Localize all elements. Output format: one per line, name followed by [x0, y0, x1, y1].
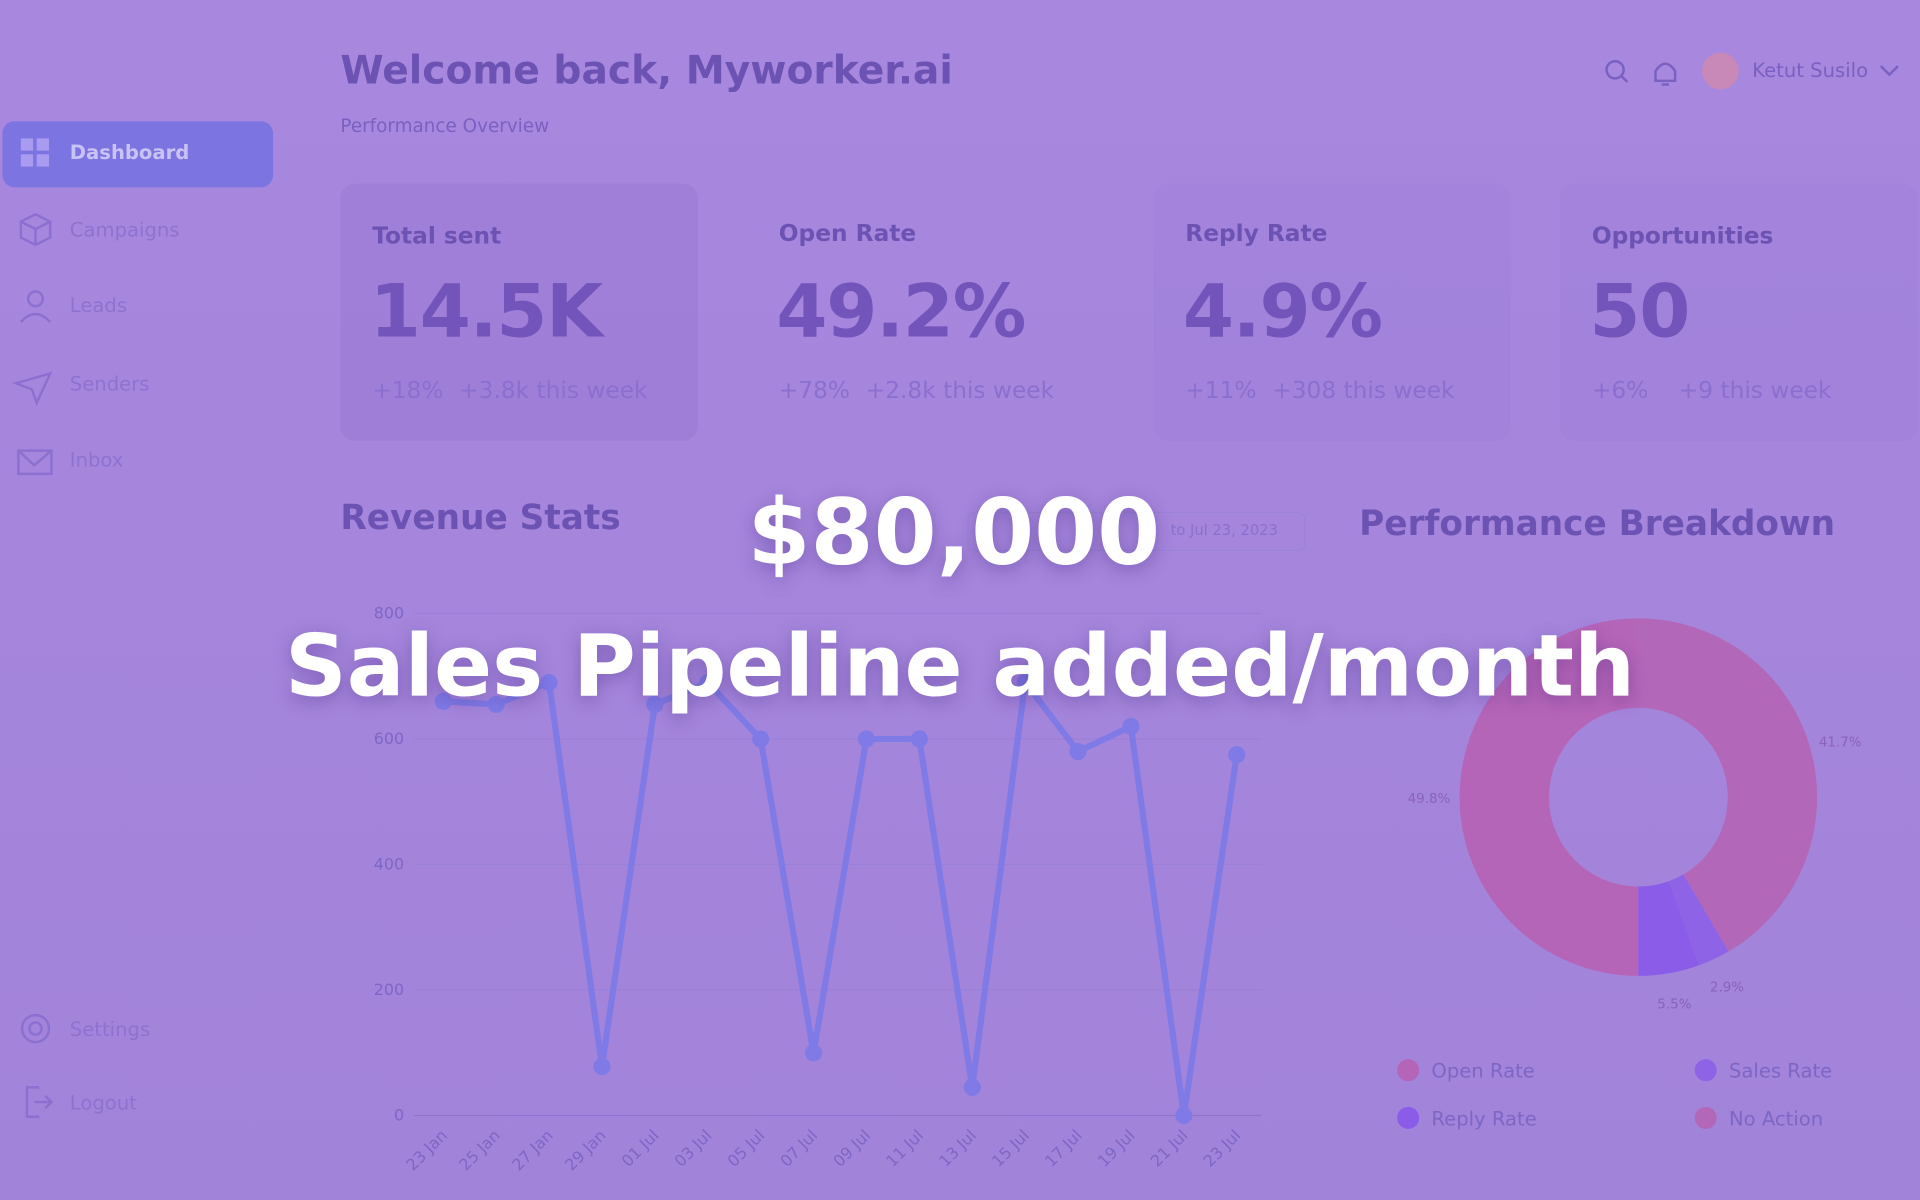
x-tick-label: 15 Jul — [988, 1126, 1033, 1171]
stat-change: +11% — [1185, 377, 1257, 405]
data-point — [540, 673, 558, 692]
stat-label: Total sent — [372, 222, 502, 250]
x-tick-label: 17 Jul — [1041, 1126, 1086, 1171]
donut-slice — [1638, 881, 1699, 976]
date-range-picker[interactable] — [967, 511, 1306, 552]
chart-title: Revenue Stats — [340, 497, 621, 538]
x-tick-label: 27 Jan — [508, 1126, 557, 1175]
x-tick-label: 05 Jul — [723, 1126, 768, 1171]
data-point — [910, 730, 928, 748]
user-menu-chevron[interactable] — [1878, 64, 1900, 79]
nav-icons — [12, 138, 54, 1118]
legend-label[interactable]: No Action — [1729, 1107, 1823, 1130]
y-tick-label: 600 — [374, 729, 404, 748]
data-point — [1069, 742, 1087, 761]
stat-weekly: +9 this week — [1678, 377, 1832, 405]
nav-item[interactable]: Dashboard — [69, 140, 190, 165]
y-tick-label: 400 — [374, 854, 404, 873]
y-tick-label: 800 — [374, 603, 404, 622]
legend-swatch[interactable] — [1397, 1059, 1420, 1082]
user-name[interactable]: Ketut Susilo — [1752, 58, 1869, 83]
x-tick-label: 07 Jul — [776, 1126, 821, 1171]
data-point — [857, 730, 876, 748]
legend-label[interactable]: Sales Rate — [1729, 1060, 1832, 1083]
nav-item[interactable]: Logout — [69, 1091, 137, 1115]
x-tick-label: 13 Jul — [935, 1126, 980, 1171]
data-point — [963, 1078, 981, 1096]
page-subtitle: Performance Overview — [340, 115, 550, 138]
data-point — [487, 695, 505, 714]
data-point — [1122, 717, 1140, 735]
slice-label: 2.9% — [1710, 981, 1744, 996]
slice-label: 49.8% — [1408, 792, 1451, 807]
x-tick-label: 29 Jan — [561, 1126, 610, 1175]
data-point — [1016, 673, 1034, 692]
overlay-headline: $80,000 — [747, 480, 1161, 586]
legend-swatch[interactable] — [1694, 1106, 1717, 1129]
x-tick-label: 21 Jul — [1147, 1126, 1192, 1171]
x-tick-label: 09 Jul — [829, 1126, 874, 1171]
nav-item[interactable]: Senders — [69, 372, 150, 396]
active-nav-bg[interactable] — [2, 121, 274, 188]
stat-weekly: +3.8k this week — [459, 377, 648, 405]
stat-weekly: +2.8k this week — [865, 377, 1055, 405]
stat-label: Reply Rate — [1185, 220, 1328, 248]
stat-label: Opportunities — [1591, 222, 1774, 250]
stat-weekly: +308 this week — [1272, 377, 1455, 405]
x-tick-label: 11 Jul — [882, 1126, 927, 1171]
data-point — [752, 730, 770, 748]
stat-value: 50 — [1589, 269, 1690, 356]
stat-card — [1153, 183, 1512, 441]
nav-item[interactable]: Campaigns — [69, 217, 180, 242]
stat-change: +18% — [372, 377, 444, 405]
donut-slice — [1459, 618, 1639, 976]
data-point — [434, 692, 452, 710]
stat-change: +6% — [1591, 377, 1649, 405]
data-point — [699, 673, 717, 692]
x-tick-label: 23 Jul — [1200, 1126, 1245, 1171]
y-tick-label: 200 — [374, 980, 404, 999]
x-tick-label: 03 Jul — [671, 1126, 716, 1171]
donut-slice — [1636, 618, 1818, 952]
nav-item[interactable]: Settings — [69, 1017, 151, 1041]
chart-title: Performance Breakdown — [1359, 503, 1836, 544]
slice-label: 5.5% — [1657, 997, 1691, 1012]
data-point — [593, 1057, 611, 1076]
nav-item[interactable]: Leads — [69, 293, 128, 318]
x-tick-label: 23 Jan — [402, 1126, 451, 1175]
data-point — [1228, 746, 1246, 764]
stat-change: +78% — [778, 377, 850, 405]
stat-value: 4.9% — [1182, 269, 1383, 356]
data-point — [646, 695, 664, 714]
y-tick-label: 0 — [394, 1105, 404, 1124]
legend-swatch[interactable] — [1397, 1106, 1420, 1129]
donut-slice — [1668, 874, 1729, 966]
page-title: Welcome back, Myworker.ai — [340, 46, 953, 94]
stat-value: 14.5K — [369, 269, 603, 356]
slice-label: 41.7% — [1819, 735, 1862, 750]
x-tick-label: 01 Jul — [618, 1126, 663, 1171]
stat-card — [1560, 183, 1918, 441]
date-range[interactable]: to Jul 23, 2023 — [1170, 521, 1278, 539]
x-tick-label: 19 Jul — [1094, 1126, 1139, 1171]
legend-swatch[interactable] — [1694, 1059, 1717, 1082]
legend-label[interactable]: Reply Rate — [1431, 1107, 1536, 1130]
line-series — [443, 679, 1240, 1119]
x-tick-label: 25 Jan — [455, 1126, 504, 1175]
nav-item[interactable]: Inbox — [69, 448, 124, 472]
stat-label: Open Rate — [778, 220, 917, 248]
data-point — [804, 1044, 823, 1062]
overlay-subheadline: Sales Pipeline added/month — [285, 615, 1635, 717]
header-icons[interactable] — [1592, 49, 1739, 98]
stat-card — [340, 183, 698, 441]
data-point — [1175, 1106, 1193, 1125]
stat-value: 49.2% — [776, 269, 1026, 356]
legend-label[interactable]: Open Rate — [1431, 1060, 1534, 1083]
